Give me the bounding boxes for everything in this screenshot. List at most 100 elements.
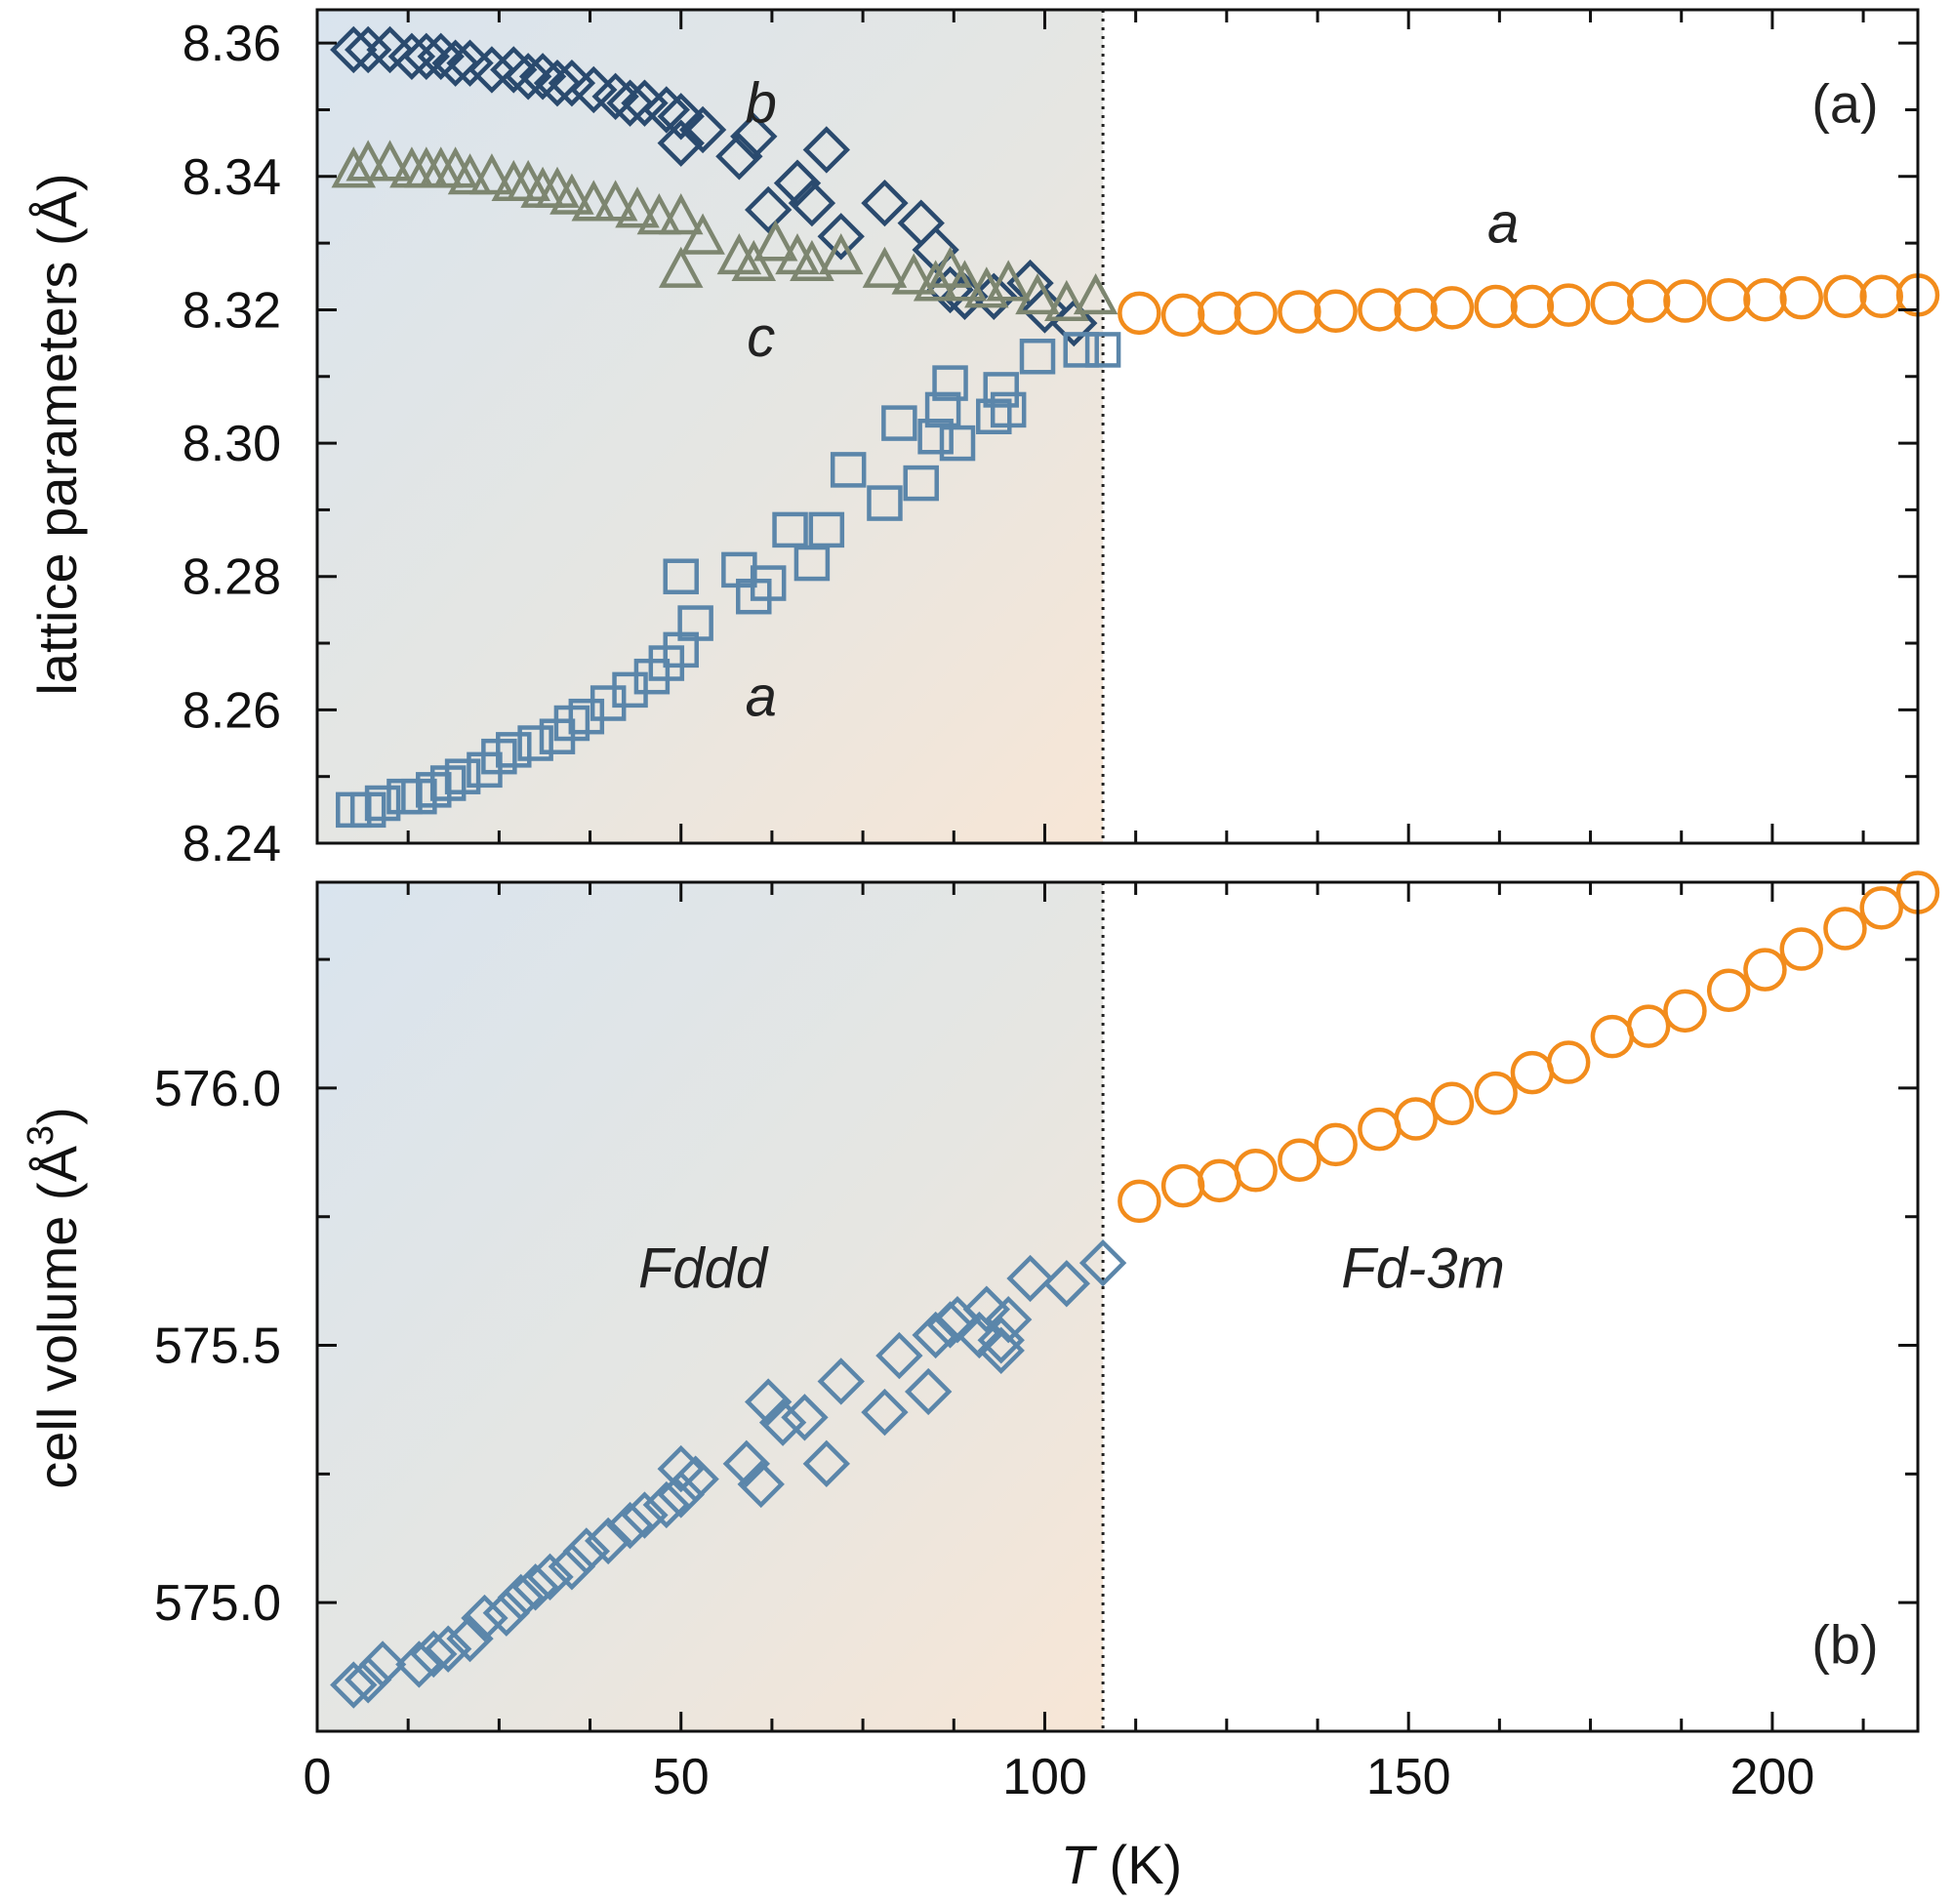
data-point: [977, 1326, 1025, 1375]
data-point: [1118, 1179, 1161, 1224]
x-axis-title-unit: (K): [1094, 1834, 1182, 1895]
data-point: [912, 1311, 959, 1359]
data-point: [983, 372, 1019, 408]
data-point: [358, 1641, 407, 1688]
data-point: [737, 1460, 785, 1509]
data-point: [1084, 332, 1121, 368]
data-point: [402, 32, 451, 81]
data-point: [1590, 1014, 1635, 1059]
panel-a-ytick-label: 8.32: [183, 282, 281, 339]
xtick-label: 50: [653, 1749, 710, 1805]
data-point: [549, 173, 594, 215]
panel-b-series-v-fd-3m-: [1118, 871, 1940, 1224]
panel-a-frame: [315, 8, 1920, 845]
panel-b-annotation: Fd-3m: [1341, 1236, 1505, 1300]
data-point: [330, 1661, 378, 1709]
panel-b-series-v-fddd-high: [1006, 1238, 1127, 1308]
xtick-label: 150: [1366, 1749, 1451, 1805]
data-point: [482, 1589, 531, 1637]
data-point: [1779, 927, 1823, 971]
data-point: [663, 558, 699, 594]
data-point: [330, 25, 378, 74]
panel-a-series-a-cubic-: [1118, 273, 1940, 338]
data-point: [927, 246, 973, 288]
data-point: [461, 1594, 508, 1642]
data-point: [862, 246, 908, 288]
data-point: [1234, 1149, 1278, 1193]
data-point: [490, 46, 538, 94]
data-point: [861, 1388, 909, 1437]
data-point: [447, 153, 493, 195]
data-point: [1198, 291, 1241, 336]
panel-a-annotation: b: [746, 72, 777, 136]
data-point: [606, 79, 654, 127]
panel-b-series-v-fddd-: [330, 1285, 1033, 1709]
data-point: [875, 1331, 923, 1380]
data-point: [518, 53, 567, 101]
panel-a-phase-shading: [317, 10, 1104, 843]
data-point: [1474, 1071, 1518, 1115]
data-point: [615, 186, 660, 228]
data-point: [410, 1630, 458, 1679]
data-point: [331, 146, 377, 188]
data-point: [817, 213, 865, 261]
data-point: [591, 72, 639, 120]
data-point: [642, 1480, 691, 1529]
data-point: [752, 220, 798, 262]
data-point: [917, 418, 954, 455]
data-point: [939, 425, 976, 462]
data-point: [1706, 277, 1751, 322]
data-point: [657, 1471, 705, 1519]
data-point: [584, 1517, 632, 1565]
xtick-label: 0: [304, 1749, 332, 1805]
data-point: [511, 1563, 559, 1611]
data-point: [497, 1573, 545, 1622]
panel-a-ytick-label: 8.24: [183, 816, 281, 872]
data-point: [773, 159, 822, 207]
data-point: [417, 32, 465, 81]
data-point: [517, 725, 553, 761]
data-point: [592, 180, 638, 222]
data-point: [496, 732, 532, 768]
data-point: [861, 179, 909, 227]
data-point: [986, 260, 1031, 302]
data-point: [431, 39, 479, 87]
panel-b-ylabel-close: ): [26, 1107, 88, 1125]
data-point: [912, 225, 959, 274]
data-point: [1278, 1138, 1322, 1182]
data-point: [1160, 293, 1205, 338]
data-point: [367, 140, 413, 182]
data-point: [606, 1501, 654, 1550]
data-point: [818, 233, 864, 275]
data-point: [1160, 1163, 1205, 1208]
data-point: [612, 671, 648, 709]
data-point: [1042, 1260, 1091, 1308]
data-point: [1626, 1004, 1671, 1048]
data-point: [913, 260, 958, 302]
panel-a-annotation: c: [747, 305, 775, 369]
panel-a-ytick-label: 8.34: [183, 149, 281, 206]
data-point: [881, 405, 917, 441]
data-point: [571, 180, 617, 222]
data-point: [658, 246, 704, 288]
panel-b-ylabel-main: cell volume (Å: [26, 1145, 88, 1488]
data-point: [344, 25, 392, 74]
data-point: [715, 133, 763, 181]
panel-b-cell-volume: 575.0 575.5 576.0 0 50 100 150 200 Fddd Fd-3m (b): [154, 871, 1940, 1805]
data-point: [984, 1295, 1033, 1344]
data-point: [903, 465, 939, 502]
panel-a-ylabel: lattice parameters (Å): [26, 173, 88, 695]
panel-b-phase-shading: [317, 882, 1104, 1731]
panel-b-ylabel-superscript: 3: [20, 1125, 61, 1146]
panel-a-series-a: [336, 332, 1121, 829]
panel-a-ytick-label: 8.26: [183, 682, 281, 739]
data-point: [657, 119, 705, 167]
data-point: [790, 239, 834, 282]
data-point: [830, 452, 867, 488]
data-point: [817, 1357, 865, 1405]
data-point: [1063, 332, 1099, 368]
data-point: [1050, 299, 1098, 347]
data-point: [446, 1614, 494, 1663]
panel-b-ytick-label: 575.5: [154, 1318, 281, 1375]
